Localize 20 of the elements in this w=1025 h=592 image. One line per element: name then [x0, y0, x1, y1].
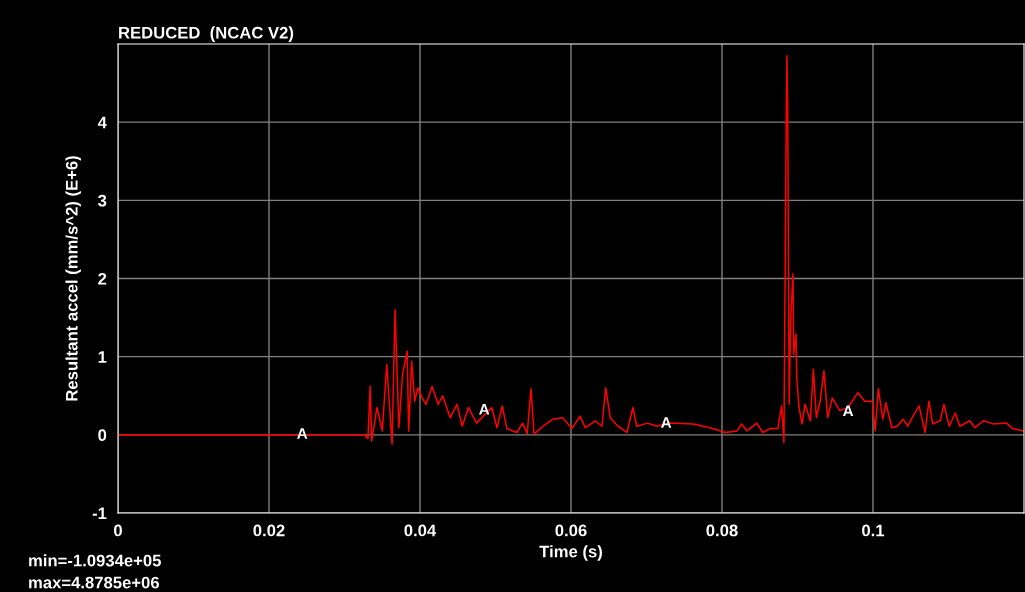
x-tick-label: 0	[114, 524, 122, 537]
y-tick-label: -1	[92, 507, 107, 520]
annotation: A	[479, 404, 490, 415]
x-tick-label: 0.04	[404, 524, 437, 537]
line-series	[118, 54, 1024, 445]
x-tick-label: 0.06	[555, 524, 587, 537]
x-axis-title: Time (s)	[539, 545, 602, 561]
y-tick-label: 1	[98, 351, 107, 363]
y-tick-label: 2	[98, 272, 107, 285]
y-tick-label: 0	[98, 429, 107, 442]
y-tick-label: 4	[97, 116, 107, 129]
chart-title: REDUCED (NCAC V2)	[119, 26, 294, 42]
x-tick-label: 0.08	[706, 524, 738, 537]
y-tick-label: 3	[98, 194, 107, 207]
x-tick-label: 0.02	[253, 524, 285, 537]
y-axis-title: Resultant accel (mm/s^2) (E+6)	[65, 156, 81, 401]
text: max=4.8785e+06	[29, 576, 160, 589]
annotation: A	[842, 405, 854, 417]
text: min=-1.0934e+05	[29, 554, 161, 567]
x-tick-label: 0.1	[862, 524, 885, 537]
